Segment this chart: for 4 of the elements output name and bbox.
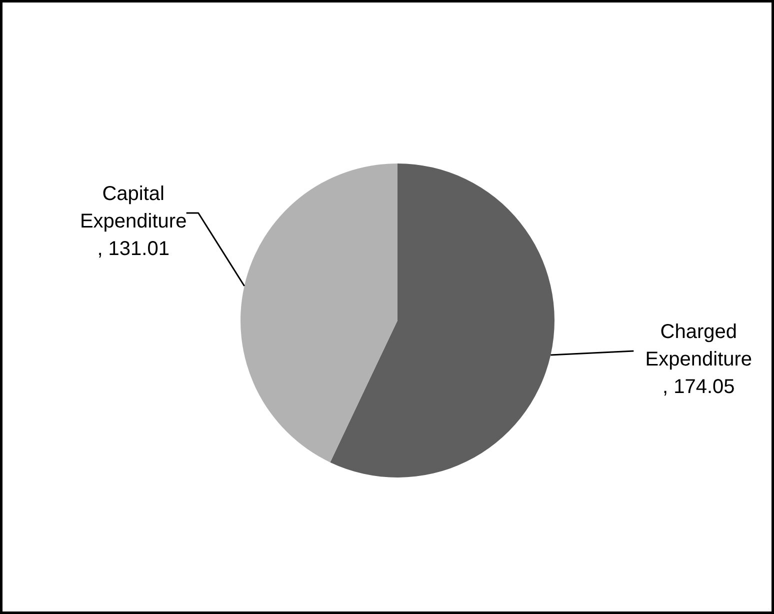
slice-label: Capital Expenditure bbox=[80, 182, 187, 232]
slice-label: Charged Expenditure bbox=[645, 321, 752, 371]
data-label: , 131.01 bbox=[97, 238, 170, 260]
data-label: , 174.05 bbox=[662, 376, 735, 398]
